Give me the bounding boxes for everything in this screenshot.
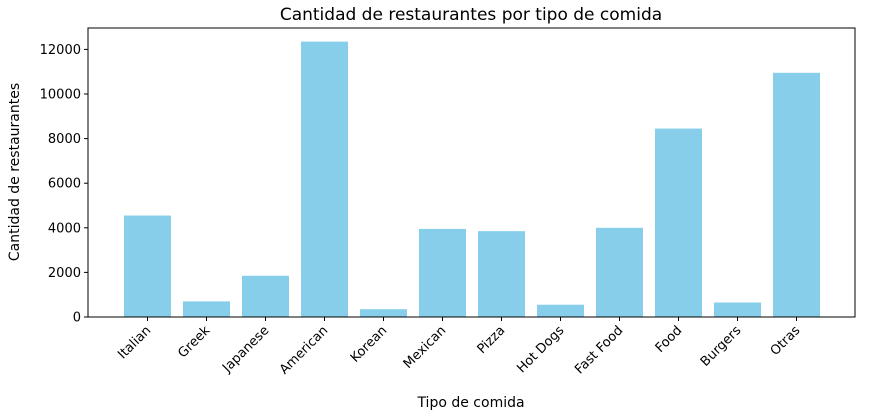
x-tick-label: Korean: [348, 323, 390, 365]
y-tick-label: 12000: [40, 43, 81, 58]
x-tick-label: Hot Dogs: [514, 323, 567, 376]
bar-greek: [183, 301, 230, 317]
bar-italian: [124, 215, 171, 317]
y-tick-label: 4000: [48, 221, 81, 236]
bar-korean: [360, 309, 407, 317]
y-axis-label: Cantidad de restaurantes: [7, 83, 23, 261]
x-tick-label: Food: [653, 323, 686, 356]
y-tick-label: 8000: [48, 132, 81, 147]
bar-american: [301, 41, 348, 317]
bars-group: [124, 41, 820, 317]
y-tick-label: 0: [73, 311, 81, 326]
y-tick-label: 10000: [40, 88, 81, 103]
x-tick-label: Pizza: [475, 323, 509, 357]
bar-fast-food: [596, 227, 643, 317]
x-tick-label: Mexican: [401, 323, 450, 372]
y-tick-label: 2000: [48, 266, 81, 281]
x-tick-label: Fast Food: [572, 323, 626, 377]
x-tick-label: American: [277, 323, 331, 377]
x-axis: Italian Greek Japanese American Korean Mexica…: [115, 317, 803, 378]
bar-mexican: [419, 228, 466, 317]
x-tick-label: Italian: [115, 323, 154, 362]
x-tick-label: Japanese: [219, 323, 272, 376]
x-tick-label: Burgers: [698, 323, 745, 370]
bar-food: [655, 128, 702, 317]
bar-pizza: [478, 231, 525, 317]
bar-japanese: [242, 275, 289, 317]
chart-title: Cantidad de restaurantes por tipo de com…: [280, 5, 662, 25]
plot-frame: [87, 27, 856, 318]
y-axis: 0 2000 4000 6000 8000 10000 12000: [40, 43, 88, 326]
bar-burgers: [714, 302, 761, 317]
x-tick-label: Otras: [768, 323, 804, 359]
x-tick-label: Greek: [175, 323, 213, 361]
y-tick-label: 6000: [48, 177, 81, 192]
x-axis-label: Tipo de comida: [416, 395, 524, 411]
bar-hot-dogs: [537, 304, 584, 317]
bar-otras: [773, 72, 820, 317]
